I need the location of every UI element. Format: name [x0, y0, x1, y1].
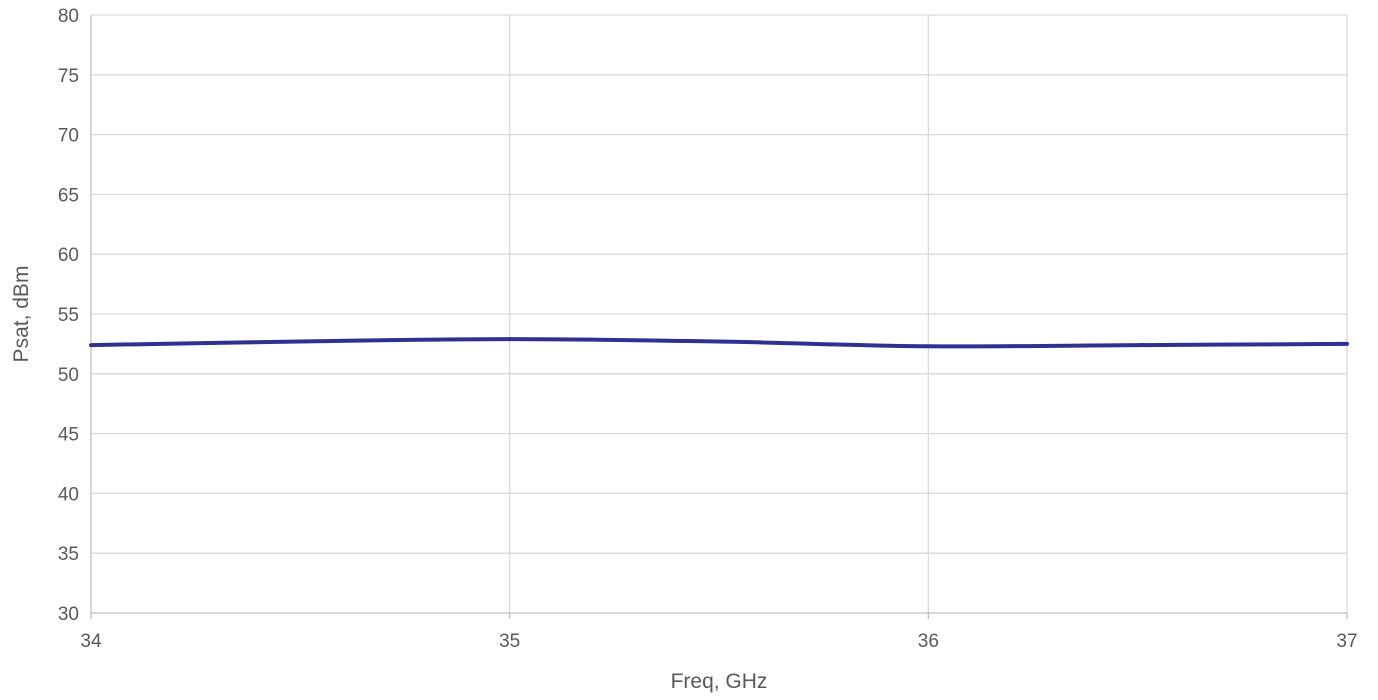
series-line-0 — [89, 337, 1349, 349]
series-layer — [89, 337, 1349, 349]
y-tick-label: 70 — [58, 126, 79, 147]
y-tick-label: 40 — [58, 484, 79, 505]
x-tick-label: 34 — [80, 631, 102, 652]
y-axis-title: Psat, dBm — [10, 266, 33, 363]
x-axis-title: Freq, GHz — [671, 670, 768, 693]
grid — [91, 14, 1348, 613]
y-tick-label: 30 — [58, 604, 79, 625]
y-tick-labels: 30 35 40 45 50 55 60 65 70 75 80 — [58, 6, 79, 625]
y-tick-label: 60 — [58, 245, 79, 266]
axes — [90, 15, 1348, 619]
y-tick-label: 80 — [58, 6, 79, 27]
y-tick-label: 45 — [58, 425, 79, 446]
x-tick-label: 37 — [1336, 631, 1357, 652]
y-tick-label: 75 — [58, 66, 79, 87]
y-tick-label: 55 — [58, 305, 79, 326]
x-tick-label: 36 — [918, 631, 939, 652]
x-tick-labels: 34 35 36 37 — [80, 631, 1357, 652]
y-tick-label: 35 — [58, 544, 79, 565]
y-tick-label: 50 — [58, 365, 79, 386]
y-tick-label: 65 — [58, 185, 79, 206]
x-tick-label: 35 — [499, 631, 520, 652]
